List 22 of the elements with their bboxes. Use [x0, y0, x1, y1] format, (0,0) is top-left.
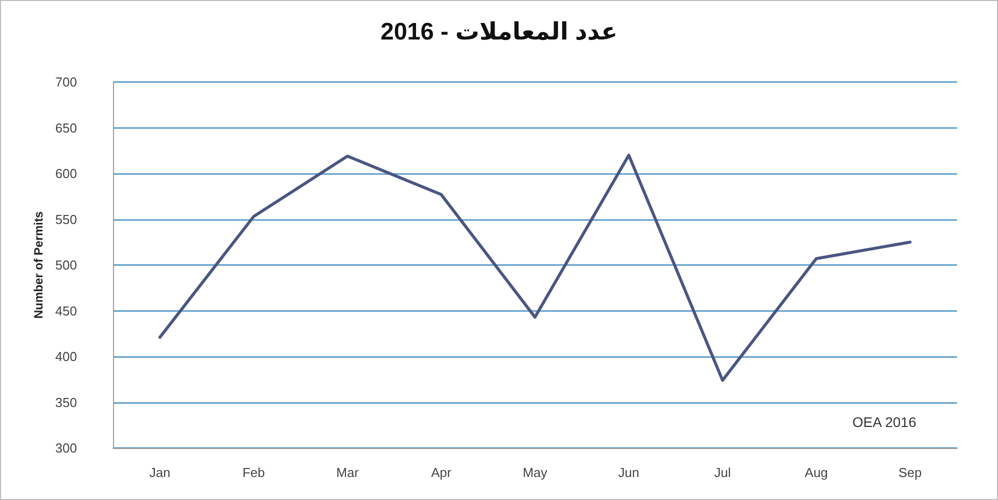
annotation: OEA 2016	[852, 414, 916, 430]
y-tick-label: 700	[55, 74, 77, 90]
x-tick-label: Sep	[898, 465, 922, 480]
x-tick-label: Mar	[336, 465, 360, 480]
chart-title: عدد المعاملات - 2016	[380, 18, 618, 46]
x-tick-label: Feb	[242, 465, 265, 480]
y-tick-label: 400	[55, 349, 77, 364]
x-tick-label: Apr	[431, 465, 452, 480]
y-axis-title: Number of Permits	[31, 211, 46, 319]
x-tick-label: Jan	[149, 465, 170, 480]
x-tick-label: Jun	[618, 465, 640, 480]
x-tick-label: Aug	[804, 465, 828, 480]
line-series	[158, 154, 912, 382]
y-tick-label: 350	[55, 394, 77, 410]
x-tick-label: May	[522, 465, 548, 480]
y-tick-label: 300	[55, 440, 77, 456]
x-tick-label: Jul	[714, 465, 731, 480]
y-tick-label: 650	[55, 120, 77, 136]
y-tick-label: 600	[55, 166, 77, 181]
y-tick-label: 500	[55, 258, 77, 272]
y-tick-label: 450	[55, 303, 77, 318]
y-tick-label: 550	[55, 212, 77, 227]
